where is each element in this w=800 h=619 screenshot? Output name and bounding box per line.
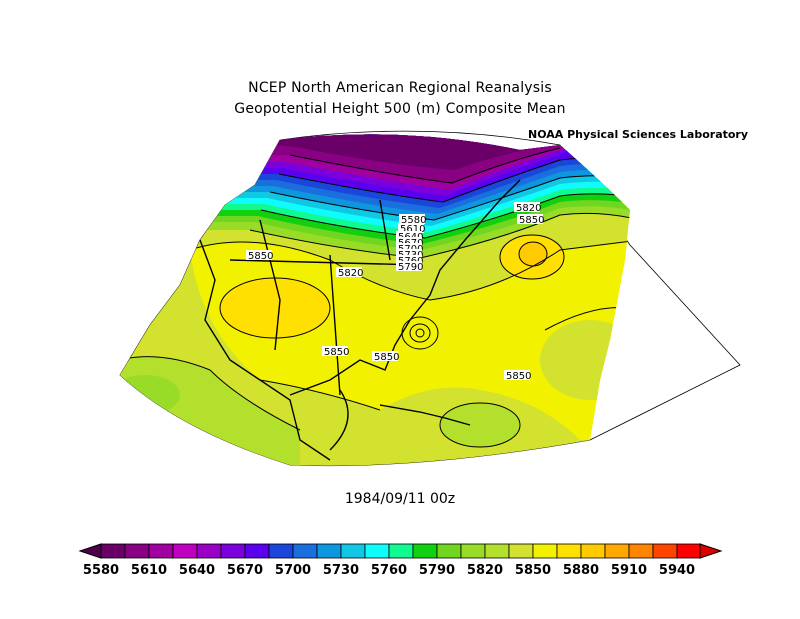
- colorbar-swatch: [244, 543, 270, 559]
- colorbar-tick-label: 5760: [371, 563, 407, 578]
- colorbar-swatch: [556, 543, 582, 559]
- colorbar-left-arrow: [78, 543, 102, 559]
- colorbar-tick-label: 5610: [131, 563, 167, 578]
- contour-label: 5850: [506, 371, 531, 382]
- colorbar-swatch: [340, 543, 366, 559]
- contour-label: 5790: [398, 262, 423, 273]
- colorbar-swatch: [580, 543, 606, 559]
- colorbar-swatch: [148, 543, 174, 559]
- colorbar-swatch: [628, 543, 654, 559]
- colorbar-swatch: [412, 543, 438, 559]
- colorbar-tick-label: 5790: [419, 563, 455, 578]
- colorbar-tick-label: 5850: [515, 563, 551, 578]
- colorbar-swatch: [676, 543, 702, 559]
- colorbar-swatch: [436, 543, 462, 559]
- credit-label: NOAA Physical Sciences Laboratory: [528, 128, 749, 141]
- colorbar-tick-label: 5940: [659, 563, 695, 578]
- colorbar-swatch: [316, 543, 342, 559]
- contour-label: 5820: [338, 268, 363, 279]
- contour-label: 5850: [374, 352, 399, 363]
- colorbar-swatch: [124, 543, 150, 559]
- colorbar-swatch: [220, 543, 246, 559]
- colorbar-swatch: [292, 543, 318, 559]
- chart-title-line1: NCEP North American Regional Reanalysis: [248, 80, 552, 96]
- colorbar-swatch: [172, 543, 198, 559]
- colorbar-right-arrow: [699, 543, 723, 559]
- colorbar-tick-label: 5670: [227, 563, 263, 578]
- colorbar-swatch: [508, 543, 534, 559]
- colorbar-swatch: [388, 543, 414, 559]
- colorbar-tick-label: 5820: [467, 563, 503, 578]
- chart-title-line2: Geopotential Height 500 (m) Composite Me…: [234, 101, 566, 117]
- contour-label: 5850: [519, 215, 544, 226]
- colorbar-swatch: [268, 543, 294, 559]
- colorbar-tick-label: 5910: [611, 563, 647, 578]
- colorbar-swatch: [364, 543, 390, 559]
- contour-label: 5850: [248, 251, 273, 262]
- contour-label: 5820: [516, 203, 541, 214]
- colorbar-tick-label: 5700: [275, 563, 311, 578]
- colorbar-swatch: [652, 543, 678, 559]
- colorbar-tick-label: 5880: [563, 563, 599, 578]
- colorbar-tick-label: 5580: [83, 563, 119, 578]
- valid-time-label: 1984/09/11 00z: [344, 491, 456, 507]
- colorbar-swatch: [196, 543, 222, 559]
- colorbar-tick-label: 5640: [179, 563, 215, 578]
- colorbar-tick-label: 5730: [323, 563, 359, 578]
- colorbar-swatch: [100, 543, 126, 559]
- contour-label: 5850: [324, 347, 349, 358]
- colorbar-swatch: [604, 543, 630, 559]
- colorbar-swatch: [484, 543, 510, 559]
- colorbar-swatch: [460, 543, 486, 559]
- colorbar-swatch: [532, 543, 558, 559]
- contour-label: 5610: [400, 224, 425, 235]
- contour-label: 5580: [401, 215, 426, 226]
